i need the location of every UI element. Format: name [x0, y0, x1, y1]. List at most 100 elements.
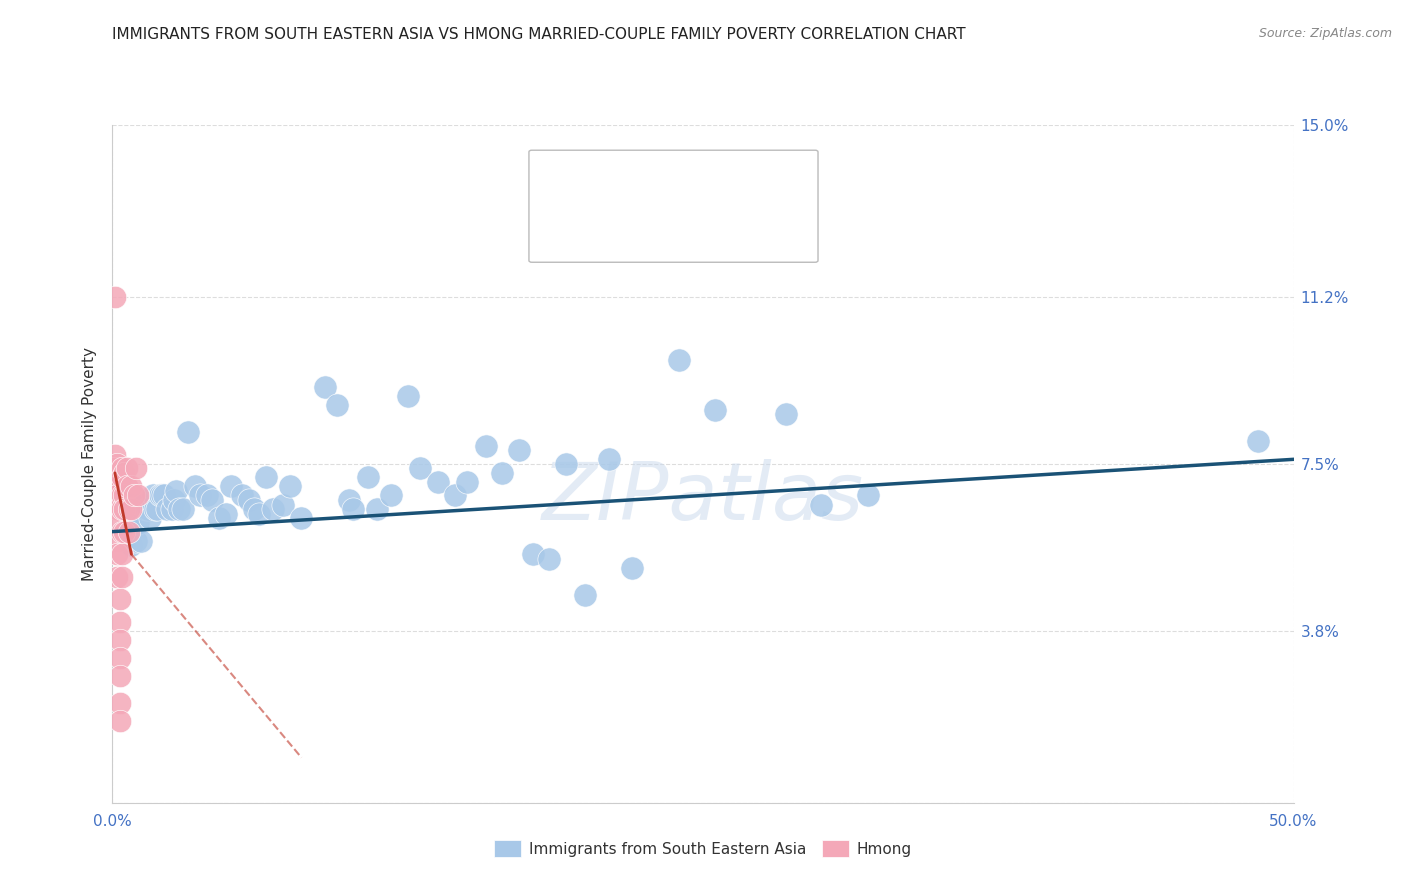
Point [105, 533, 128, 548]
Point [125, 533, 148, 548]
Point [118, 502, 141, 516]
Point [163, 493, 186, 508]
Point [366, 502, 388, 516]
Point [108, 651, 131, 665]
Point [129, 533, 152, 548]
Point [104, 461, 127, 475]
Text: ZIPatlas: ZIPatlas [541, 458, 865, 537]
Point [105, 488, 128, 502]
Point [522, 547, 544, 561]
Point [172, 502, 194, 516]
Point [314, 380, 336, 394]
Point [215, 507, 238, 521]
Point [195, 488, 218, 502]
Point [177, 425, 200, 440]
Y-axis label: Married-Couple Family Poverty: Married-Couple Family Poverty [82, 347, 97, 581]
Point [167, 502, 190, 516]
Point [337, 493, 360, 508]
Point [105, 479, 128, 493]
Point [254, 470, 277, 484]
Text: 66: 66 [734, 173, 756, 191]
Point [108, 615, 131, 629]
Point [111, 524, 134, 539]
Point [491, 466, 513, 480]
Point [118, 516, 141, 530]
Point [108, 697, 131, 711]
Point [444, 488, 467, 502]
Point [120, 538, 142, 552]
Text: R =: R = [589, 220, 626, 238]
Text: -0.313: -0.313 [627, 220, 686, 238]
Text: R =: R = [589, 173, 626, 191]
Point [132, 498, 155, 512]
Point [858, 488, 880, 502]
Point [104, 290, 127, 304]
Point [108, 592, 131, 607]
Point [135, 502, 157, 516]
Bar [543, 162, 578, 202]
Point [115, 479, 138, 493]
Point [122, 488, 145, 502]
Point [262, 502, 284, 516]
Point [112, 502, 135, 516]
Point [160, 502, 183, 516]
Point [146, 502, 169, 516]
Point [326, 398, 349, 412]
Point [127, 516, 149, 530]
Point [104, 470, 127, 484]
Point [142, 488, 165, 502]
Text: IMMIGRANTS FROM SOUTH EASTERN ASIA VS HMONG MARRIED-COUPLE FAMILY POVERTY CORREL: IMMIGRANTS FROM SOUTH EASTERN ASIA VS HM… [112, 27, 966, 42]
Point [427, 475, 450, 489]
Point [104, 448, 127, 462]
Point [238, 493, 260, 508]
Point [508, 443, 530, 458]
Point [153, 488, 176, 502]
Legend: Immigrants from South Eastern Asia, Hmong: Immigrants from South Eastern Asia, Hmon… [488, 834, 918, 863]
Text: Source: ZipAtlas.com: Source: ZipAtlas.com [1258, 27, 1392, 40]
Point [247, 507, 270, 521]
Point [111, 461, 134, 475]
Point [810, 498, 832, 512]
Point [271, 498, 294, 512]
Point [621, 561, 644, 575]
Point [574, 588, 596, 602]
Text: N =: N = [695, 220, 733, 238]
Point [105, 547, 128, 561]
Text: N =: N = [695, 173, 733, 191]
Point [1247, 434, 1270, 449]
Point [105, 502, 128, 516]
Point [290, 511, 312, 525]
Point [120, 479, 142, 493]
Point [231, 488, 253, 502]
Point [125, 461, 148, 475]
Text: 0.204: 0.204 [627, 173, 681, 191]
Point [668, 352, 690, 367]
Point [122, 498, 145, 512]
Point [278, 479, 301, 493]
Point [188, 488, 211, 502]
Point [380, 488, 402, 502]
Point [703, 402, 725, 417]
Point [408, 461, 430, 475]
Point [143, 502, 166, 516]
Point [112, 524, 135, 539]
Point [555, 457, 578, 471]
Point [598, 452, 620, 467]
Point [108, 633, 131, 648]
Point [108, 714, 131, 729]
Point [149, 488, 172, 502]
Point [139, 511, 162, 525]
Point [111, 570, 134, 584]
Point [474, 439, 496, 453]
Point [156, 502, 179, 516]
Point [118, 524, 141, 539]
Point [111, 502, 134, 516]
Point [184, 479, 207, 493]
Point [111, 470, 134, 484]
Point [243, 502, 266, 516]
Point [356, 470, 378, 484]
Point [111, 547, 134, 561]
Point [201, 493, 224, 508]
Point [136, 502, 159, 516]
Point [219, 479, 242, 493]
